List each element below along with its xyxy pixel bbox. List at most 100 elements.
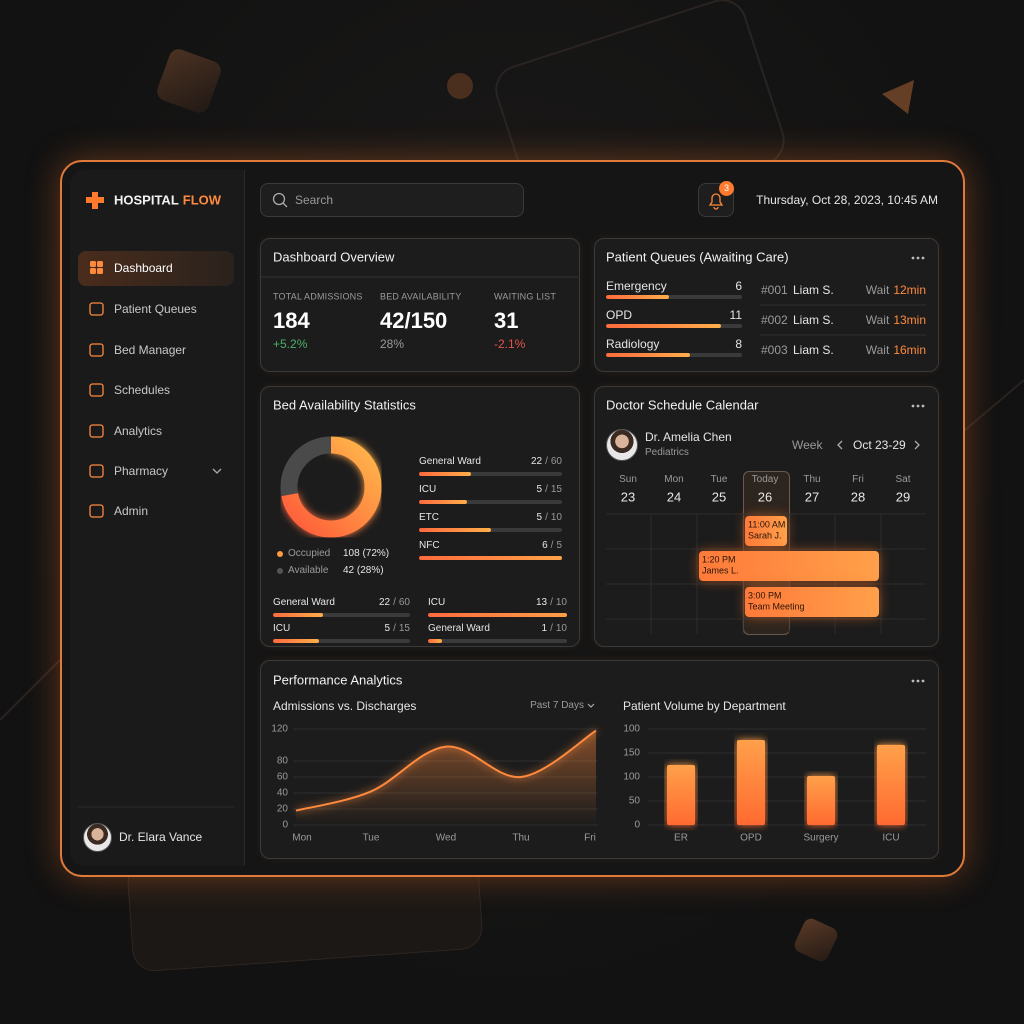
day-date: 27 xyxy=(804,489,820,505)
ward-name: NFC xyxy=(419,540,440,551)
brand-accent: FLOW xyxy=(182,192,222,208)
ward-track xyxy=(273,639,410,643)
stat-change: +5.2% xyxy=(273,337,308,351)
stat-value: 184 xyxy=(273,308,310,333)
filter-dropdown[interactable]: Past 7 Days xyxy=(530,701,584,711)
queue-track xyxy=(606,324,742,328)
patient-wait: Wait 13min xyxy=(866,314,926,326)
department-count: 6 xyxy=(735,279,742,293)
search-box[interactable] xyxy=(260,183,524,217)
ward-name: ICU xyxy=(273,623,291,634)
legend-label: Occupied xyxy=(288,548,331,559)
calendar-event[interactable]: 11:00 AM Sarah J. xyxy=(745,516,787,546)
card-title: Bed Availability Statistics xyxy=(273,397,416,413)
week-range: Oct 23-29 xyxy=(853,438,906,452)
day-name: Thu xyxy=(803,474,821,485)
event-time: 11:00 AM xyxy=(748,519,786,530)
department-count: 8 xyxy=(735,337,742,351)
day-date: 28 xyxy=(850,489,866,505)
ward-bar xyxy=(419,556,562,560)
nav-item[interactable]: Admin xyxy=(114,504,149,518)
stat-change: -2.1% xyxy=(494,337,526,351)
view-toggle[interactable]: Week xyxy=(792,438,823,452)
queue-track xyxy=(606,295,742,299)
ward-count: 22/60 xyxy=(531,457,562,467)
nav-item[interactable]: Patient Queues xyxy=(114,302,197,316)
ward-occupied: 22 xyxy=(530,456,543,467)
legend-value: 42 (28%) xyxy=(343,565,384,576)
stat-change: 28% xyxy=(380,337,405,351)
performance-card xyxy=(260,660,939,859)
ward-bar xyxy=(419,472,472,476)
ward-track xyxy=(419,528,562,532)
patient-id: #002 xyxy=(761,313,788,327)
ward-count: 5/15 xyxy=(385,624,410,634)
event-time: 1:20 PM xyxy=(702,554,736,565)
ward-separator: / xyxy=(550,623,553,634)
ward-bar xyxy=(428,639,442,643)
day-name: Fri xyxy=(852,474,864,485)
calendar-event[interactable]: 1:20 PM James L. xyxy=(699,551,879,581)
wait-time: 13min xyxy=(893,313,926,327)
nav-item[interactable]: Dashboard xyxy=(114,261,173,275)
brand: HOSPITAL FLOW xyxy=(114,194,221,207)
wait-label: Wait xyxy=(865,313,890,327)
ward-separator: / xyxy=(550,540,554,551)
day-name: Sat xyxy=(895,474,911,485)
nav-item[interactable]: Analytics xyxy=(114,424,163,438)
ward-name: General Ward xyxy=(273,597,335,608)
ward-bar xyxy=(428,613,567,617)
patient-name: Liam S. xyxy=(793,343,834,357)
ward-count: 22/60 xyxy=(379,598,410,608)
ward-total: 60 xyxy=(550,456,562,467)
ward-bar xyxy=(419,528,491,532)
ward-separator: / xyxy=(545,456,548,467)
ward-count: 5/15 xyxy=(537,485,562,495)
event-time: 3:00 PM xyxy=(748,590,782,601)
card-title: Patient Queues (Awaiting Care) xyxy=(606,249,789,265)
wait-label: Wait xyxy=(865,343,890,357)
queue-bar xyxy=(606,295,669,299)
ward-occupied: 5 xyxy=(536,512,543,523)
patient-wait: Wait 12min xyxy=(866,284,926,296)
ward-total: 15 xyxy=(398,623,410,634)
ward-total: 5 xyxy=(556,540,562,551)
ward-track xyxy=(419,556,562,560)
ward-name: General Ward xyxy=(428,623,490,634)
card-title: Performance Analytics xyxy=(273,672,403,688)
wait-time: 16min xyxy=(893,343,926,357)
chart-title: Admissions vs. Discharges xyxy=(273,699,417,713)
ward-separator: / xyxy=(393,623,396,634)
event-title: Team Meeting xyxy=(748,601,805,612)
department-name: OPD xyxy=(606,308,633,322)
day-date: 29 xyxy=(895,489,911,505)
search-placeholder: Search xyxy=(295,193,334,207)
day-name: Tue xyxy=(710,474,728,485)
event-title: James L. xyxy=(702,565,739,576)
nav-item[interactable]: Bed Manager xyxy=(114,343,187,357)
patient-name: Liam S. xyxy=(793,283,834,297)
ward-name: ETC xyxy=(419,512,439,523)
card-title: Doctor Schedule Calendar xyxy=(606,397,759,413)
queue-track xyxy=(606,353,742,357)
event-title: Sarah J. xyxy=(748,530,782,541)
ward-track xyxy=(273,613,410,617)
stat-value: 42/150 xyxy=(380,308,448,333)
ward-count: 1/10 xyxy=(542,624,567,634)
ward-bar xyxy=(419,500,467,504)
nav-item[interactable]: Schedules xyxy=(114,383,171,397)
nav-item[interactable]: Pharmacy xyxy=(114,464,169,478)
user-avatar xyxy=(83,823,112,852)
ward-track xyxy=(419,472,562,476)
ward-occupied: 13 xyxy=(535,597,548,608)
patient-id: #003 xyxy=(761,343,788,357)
calendar-event[interactable]: 3:00 PM Team Meeting xyxy=(745,587,879,617)
day-name: Sun xyxy=(619,474,637,485)
ward-name: General Ward xyxy=(419,456,481,467)
ward-total: 10 xyxy=(555,597,567,608)
wait-time: 12min xyxy=(893,283,926,297)
patient-id: #001 xyxy=(761,283,788,297)
day-date: 24 xyxy=(666,489,682,505)
ward-bar xyxy=(273,639,319,643)
